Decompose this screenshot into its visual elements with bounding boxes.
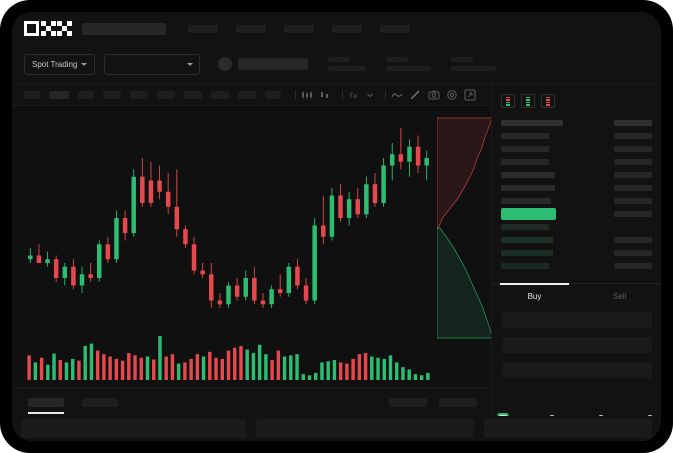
price-chart-pane[interactable]: [12, 106, 491, 387]
timeframe-button-2[interactable]: [78, 90, 94, 99]
okx-logo-icon[interactable]: [24, 21, 72, 36]
candlestick-chart[interactable]: [12, 106, 491, 316]
orderbook-ask-row[interactable]: [492, 194, 661, 207]
market-stat-0: [328, 57, 367, 71]
tab-buy-label: Buy: [527, 292, 542, 301]
fullscreen-icon[interactable]: [464, 89, 476, 101]
market-stat-1: [386, 57, 432, 71]
bottom-panel-1[interactable]: [255, 419, 475, 438]
toolbar-divider: [342, 89, 343, 100]
orderbook-view-modes: [492, 84, 661, 108]
nav-item-0[interactable]: [188, 24, 218, 33]
timeframe-button-8[interactable]: [238, 90, 256, 99]
timeframe-button-9[interactable]: [265, 90, 281, 99]
camera-snapshot-icon[interactable]: [428, 89, 440, 100]
nav-item-2[interactable]: [284, 24, 314, 33]
order-total-field[interactable]: [502, 362, 652, 378]
spot-trading-label: Spot Trading: [32, 59, 78, 69]
market-stat-value: [386, 66, 432, 71]
orderbook-header-row: [492, 116, 661, 129]
last-price-block: [218, 57, 309, 71]
trading-pair-dropdown[interactable]: [104, 53, 201, 75]
market-stat-value: [451, 66, 497, 71]
orderbook-bid-row[interactable]: [492, 220, 661, 233]
timeframe-button-5[interactable]: [157, 90, 175, 99]
orderbook-ask-row[interactable]: [492, 142, 661, 155]
timeframe-button-7[interactable]: [211, 90, 229, 99]
line-chart-icon[interactable]: [391, 90, 404, 100]
orderbook-ask-row[interactable]: [492, 181, 661, 194]
bottom-panel-bar: [12, 416, 661, 441]
trade-order-form: [492, 312, 661, 387]
search-input[interactable]: [82, 22, 166, 35]
settings-gear-icon[interactable]: [446, 89, 458, 101]
toolbar-divider: [385, 89, 386, 100]
spot-trading-dropdown[interactable]: Spot Trading: [24, 53, 96, 75]
top-navigation-bar: OKX: [12, 12, 661, 45]
orderbook-both-icon[interactable]: [501, 94, 515, 108]
orderbook-ask-row[interactable]: [492, 168, 661, 181]
orderbook-bid-row[interactable]: [492, 259, 661, 272]
orderbook-spread-row[interactable]: [492, 207, 661, 220]
nav-item-1[interactable]: [236, 24, 266, 33]
tab-sell[interactable]: Sell: [577, 284, 661, 309]
footer-tab-1[interactable]: [82, 397, 118, 407]
coin-avatar: [218, 57, 233, 71]
footer-tab-0[interactable]: [28, 397, 64, 414]
chart-footer-tabs: [12, 387, 491, 416]
timeframe-button-3[interactable]: [103, 90, 121, 99]
market-stat-label: [451, 57, 474, 62]
market-stat-label: [386, 57, 409, 62]
nav-item-4[interactable]: [380, 24, 410, 33]
chevron-down-icon: [81, 62, 88, 66]
candlestick-chart-icon[interactable]: [301, 90, 313, 100]
orderbook-buy-icon[interactable]: [521, 94, 535, 108]
market-subheader: Spot Trading: [12, 45, 661, 84]
market-stat-value: [328, 66, 367, 71]
orderbook-ask-row[interactable]: [492, 155, 661, 168]
orderbook-ask-row[interactable]: [492, 129, 661, 142]
order-amount-field[interactable]: [502, 337, 652, 353]
footer-button-0[interactable]: [389, 397, 427, 407]
footer-button-1[interactable]: [439, 397, 477, 407]
order-price-field[interactable]: [502, 312, 652, 328]
app-screen: OKX Spot Trading: [12, 12, 661, 441]
chart-toolbar: fx: [12, 84, 491, 106]
orderbook-bid-row[interactable]: [492, 246, 661, 259]
tab-sell-label: Sell: [612, 292, 627, 301]
toolbar-divider: [295, 89, 296, 100]
volume-histogram: [27, 336, 430, 380]
timeframe-button-4[interactable]: [130, 90, 148, 99]
order-book-panel: Buy Sell: [491, 84, 661, 441]
nav-item-3[interactable]: [332, 24, 362, 33]
indicators-icon[interactable]: fx: [348, 90, 360, 100]
timeframe-button-6[interactable]: [184, 90, 202, 99]
last-price-value: [238, 58, 309, 70]
chevron-down-icon: [187, 62, 194, 66]
chart-type-icon[interactable]: [319, 90, 331, 100]
chevron-down-icon[interactable]: [366, 91, 374, 99]
svg-text:fx: fx: [349, 92, 357, 100]
timeframe-button-0[interactable]: [24, 90, 40, 99]
orderbook-rows[interactable]: [492, 116, 661, 272]
orderbook-bid-row[interactable]: [492, 233, 661, 246]
market-stat-label: [328, 57, 351, 62]
bottom-panel-0[interactable]: [21, 419, 246, 438]
orderbook-sell-icon[interactable]: [541, 94, 555, 108]
trade-side-tabs: Buy Sell: [492, 283, 661, 309]
bottom-panel-2[interactable]: [484, 419, 652, 438]
drawing-tools-icon[interactable]: [410, 89, 422, 100]
tab-buy[interactable]: Buy: [492, 283, 577, 309]
market-stat-2: [451, 57, 497, 71]
timeframe-button-1[interactable]: [49, 90, 69, 99]
